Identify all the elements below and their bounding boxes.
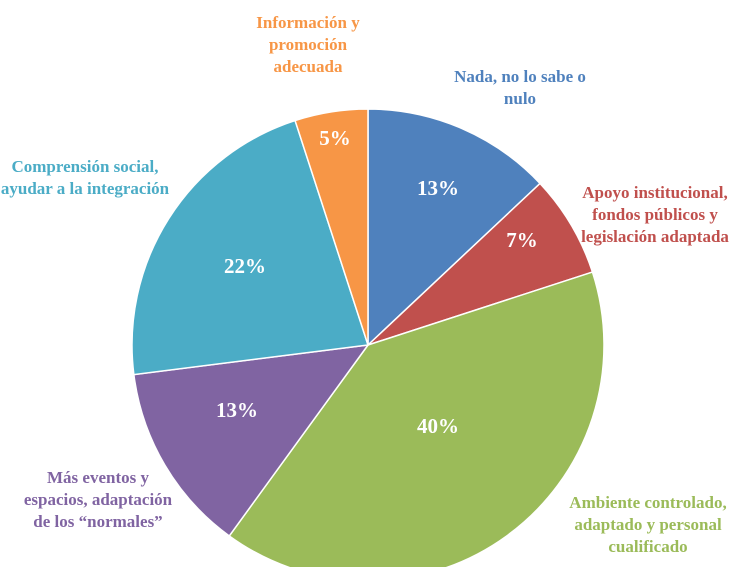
value-label: 5% (319, 126, 351, 150)
pie-slice (294, 108, 369, 346)
value-label: 7% (506, 228, 538, 252)
category-label: Apoyo institucional, fondos públicos y l… (581, 183, 729, 246)
pie-slice (133, 344, 370, 537)
pie-slice (367, 108, 542, 347)
value-label: 22% (224, 254, 266, 278)
category-label: Información y promoción adecuada (256, 13, 360, 76)
category-label: Más eventos y espacios, adaptación de lo… (23, 468, 173, 531)
value-label: 13% (417, 176, 459, 200)
pie-slice (131, 119, 369, 376)
pie-slice (228, 271, 605, 567)
value-label: 40% (417, 414, 459, 438)
pie-slice (367, 182, 594, 346)
category-label: Ambiente controlado, adaptado y personal… (569, 493, 727, 556)
category-label: Comprensión social, ayudar a la integrac… (0, 157, 170, 198)
category-label: Nada, no lo sabe o nulo (454, 67, 586, 108)
value-label: 13% (216, 398, 258, 422)
